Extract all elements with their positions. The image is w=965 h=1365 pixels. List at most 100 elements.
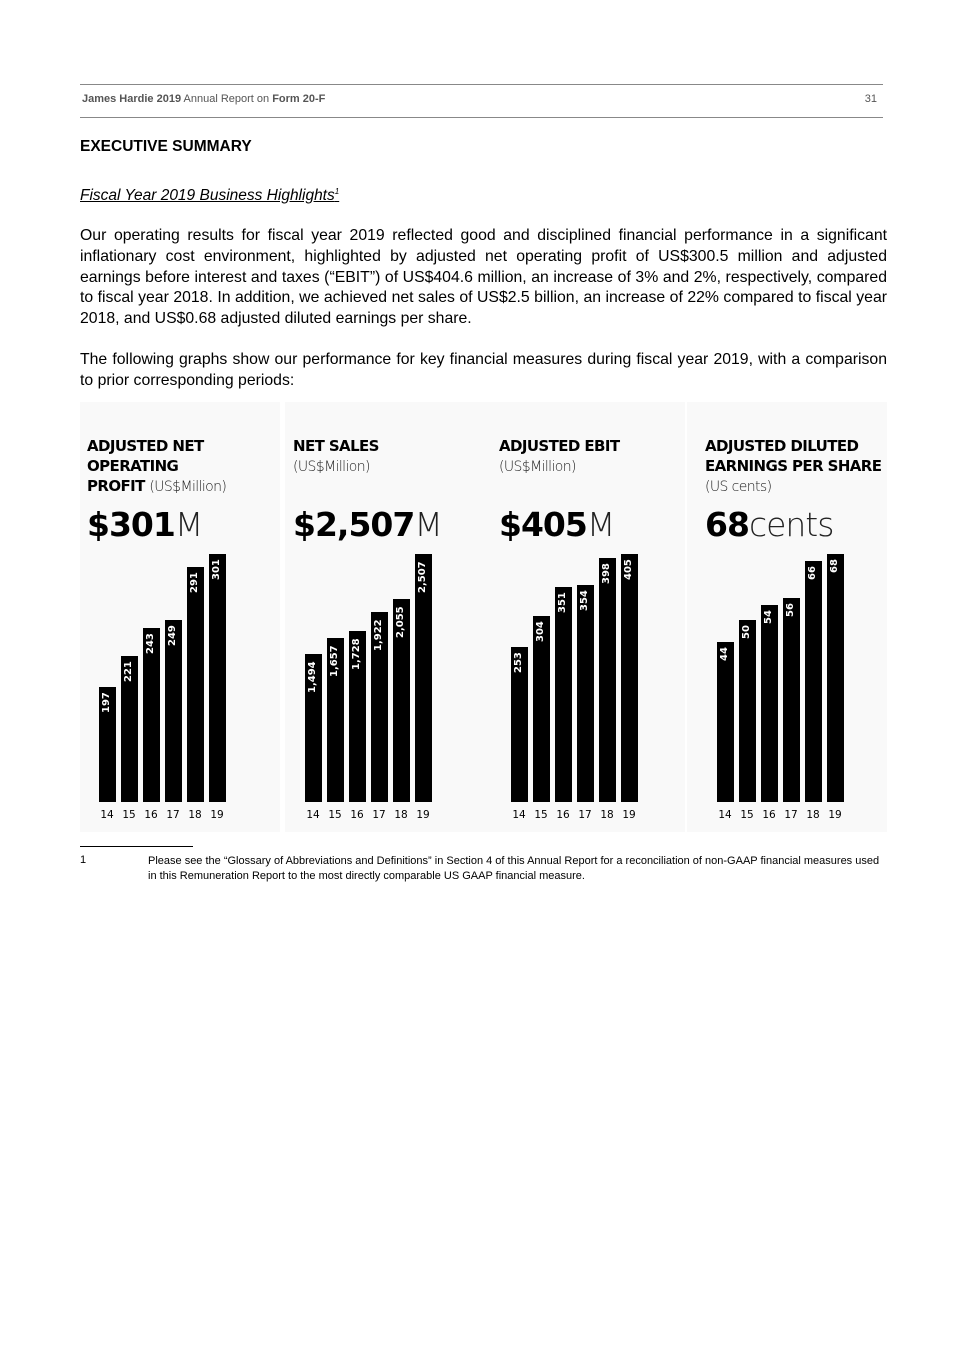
bar-value-label: 54 xyxy=(763,610,774,625)
x-tick-label: 19 xyxy=(416,809,430,821)
bar xyxy=(805,561,822,802)
bar-value-label: 405 xyxy=(623,558,634,580)
x-tick-label: 19 xyxy=(210,809,224,821)
bar xyxy=(533,615,550,802)
bar xyxy=(739,619,756,802)
bar xyxy=(761,605,778,802)
bar-value-label: 1,657 xyxy=(329,645,340,678)
bar-chart: 44 14 50 15 54 16 56 17 66 18 68 19 xyxy=(705,540,905,830)
bar xyxy=(99,686,116,802)
headline-value: $2,507M xyxy=(293,505,443,544)
x-tick-label: 17 xyxy=(784,809,798,821)
headline-number: $405 xyxy=(499,505,588,544)
chart-title: ADJUSTED NET OPERATING PROFIT (US$Million) xyxy=(87,436,287,497)
headline-unit: cents xyxy=(748,505,834,544)
bar-value-label: 44 xyxy=(719,646,730,661)
bar xyxy=(783,597,800,802)
x-tick-label: 16 xyxy=(556,809,570,821)
x-tick-label: 18 xyxy=(806,809,820,821)
bar xyxy=(555,587,572,802)
bar-chart: 253 14 304 15 351 16 354 17 398 18 405 19 xyxy=(499,540,699,830)
bar xyxy=(305,654,322,802)
chart-title-text: ADJUSTED DILUTED EARNINGS PER SHARE xyxy=(705,437,882,475)
bar-value-label: 66 xyxy=(807,566,818,581)
bar-value-label: 1,494 xyxy=(307,661,318,694)
bar-value-label: 301 xyxy=(211,558,222,580)
x-tick-label: 15 xyxy=(122,809,136,821)
footnote-ref: 1 xyxy=(334,187,340,196)
bar xyxy=(327,638,344,802)
x-tick-label: 15 xyxy=(328,809,342,821)
chart-title: ADJUSTED EBIT (US$Million) xyxy=(499,436,699,477)
bar xyxy=(209,554,226,802)
x-tick-label: 14 xyxy=(306,809,320,821)
bar-chart: 1,494 14 1,657 15 1,728 16 1,922 17 2,055 18 2,507… xyxy=(293,540,493,830)
x-tick-label: 18 xyxy=(600,809,614,821)
bar-value-label: 253 xyxy=(513,652,524,673)
bar xyxy=(621,554,638,802)
bar xyxy=(371,611,388,802)
bar xyxy=(187,566,204,802)
chart-title-text: ADJUSTED NET OPERATING PROFIT xyxy=(87,437,204,495)
x-tick-label: 15 xyxy=(740,809,754,821)
bar-value-label: 50 xyxy=(741,624,752,639)
header-form: Form 20-F xyxy=(272,93,326,105)
x-tick-label: 17 xyxy=(578,809,592,821)
bar-value-label: 398 xyxy=(601,563,612,585)
headline-value: $405M xyxy=(499,505,616,544)
bar xyxy=(599,558,616,802)
x-tick-label: 18 xyxy=(188,809,202,821)
headline-value: $301M xyxy=(87,505,204,544)
bar-value-label: 2,055 xyxy=(395,606,406,638)
x-tick-label: 14 xyxy=(512,809,526,821)
bar xyxy=(165,620,182,802)
x-tick-label: 16 xyxy=(350,809,364,821)
running-header: James Hardie 2019 Annual Report on Form … xyxy=(82,93,325,105)
bar-value-label: 351 xyxy=(557,591,568,613)
header-text: Annual Report on xyxy=(181,93,273,105)
bar-value-label: 68 xyxy=(829,559,840,574)
headline-unit: M xyxy=(586,505,616,544)
subsection-title: Fiscal Year 2019 Business Highlights1 xyxy=(80,187,339,205)
footnote-number: 1 xyxy=(80,854,87,866)
bar xyxy=(121,656,138,802)
x-tick-label: 18 xyxy=(394,809,408,821)
x-tick-label: 17 xyxy=(166,809,180,821)
bar-value-label: 1,728 xyxy=(351,638,362,671)
bar-value-label: 291 xyxy=(189,571,200,593)
chart-title-text: ADJUSTED EBIT xyxy=(499,437,620,455)
bar xyxy=(717,641,734,802)
headline-unit: M xyxy=(174,505,204,544)
x-tick-label: 14 xyxy=(100,809,114,821)
bar xyxy=(143,628,160,802)
section-title: EXECUTIVE SUMMARY xyxy=(80,138,252,155)
headline-unit: M xyxy=(414,505,443,544)
footnote-rule xyxy=(80,846,193,847)
x-tick-label: 15 xyxy=(534,809,548,821)
paragraph: The following graphs show our performanc… xyxy=(80,351,887,389)
bar-value-label: 1,922 xyxy=(373,619,384,651)
bar-value-label: 304 xyxy=(535,620,546,642)
headline-number: $2,507 xyxy=(293,505,415,544)
bar xyxy=(415,554,432,802)
chart-unit: (US$Million) xyxy=(293,459,370,475)
chart-title: NET SALES (US$Million) xyxy=(293,436,493,477)
bar xyxy=(577,585,594,802)
x-tick-label: 16 xyxy=(762,809,776,821)
chart-unit: (US$Million) xyxy=(499,459,576,475)
chart-title: ADJUSTED DILUTED EARNINGS PER SHARE (US ce… xyxy=(705,436,905,497)
headline-number: $301 xyxy=(87,505,176,544)
bar-value-label: 221 xyxy=(123,661,134,683)
footnote-text: Please see the “Glossary of Abbreviation… xyxy=(148,855,880,882)
header-rule-bottom xyxy=(80,117,883,118)
bar xyxy=(511,647,528,802)
bar xyxy=(827,554,844,802)
bar-value-label: 243 xyxy=(145,633,156,654)
bar-value-label: 2,507 xyxy=(417,561,428,593)
header-rule-top xyxy=(80,84,883,85)
x-tick-label: 14 xyxy=(718,809,732,821)
bar-value-label: 354 xyxy=(579,590,590,612)
x-tick-label: 19 xyxy=(622,809,636,821)
bar-chart: 197 14 221 15 243 16 249 17 291 18 301 19 xyxy=(87,540,287,830)
page-number: 31 xyxy=(864,93,877,105)
